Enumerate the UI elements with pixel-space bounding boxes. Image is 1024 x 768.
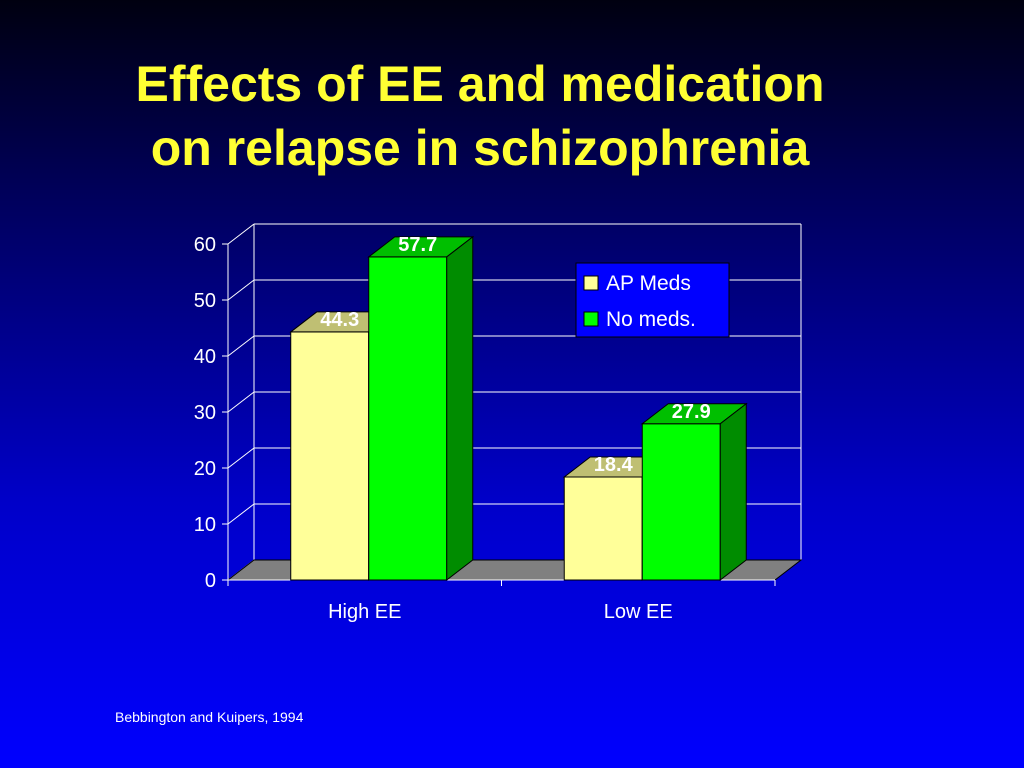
- x-tick-label: Low EE: [604, 601, 673, 623]
- x-tick-label: High EE: [328, 601, 401, 623]
- y-tick-label: 10: [194, 514, 216, 536]
- legend-label: No meds.: [606, 308, 696, 331]
- title-line-1: Effects of EE and medication: [135, 56, 825, 112]
- y-tick-label: 50: [194, 290, 216, 312]
- bar-front: [368, 256, 448, 581]
- data-label: 57.7: [398, 234, 437, 256]
- legend-box: [575, 262, 730, 338]
- side-gridline: [227, 447, 255, 469]
- bar-side: [719, 402, 747, 582]
- data-label: 27.9: [672, 401, 711, 423]
- side-gridline: [227, 279, 255, 301]
- side-gridline: [227, 223, 255, 245]
- side-gridline: [227, 335, 255, 357]
- data-label: 18.4: [594, 454, 634, 476]
- bar-front: [641, 423, 721, 581]
- y-tick-label: 60: [194, 234, 216, 256]
- slide-title: Effects of EE and medication on relapse …: [0, 52, 960, 180]
- y-tick-label: 0: [205, 570, 216, 592]
- legend-label: AP Meds: [606, 272, 691, 295]
- bar-side: [446, 235, 474, 582]
- data-label: 44.3: [320, 309, 359, 331]
- title-line-2: on relapse in schizophrenia: [150, 120, 810, 176]
- bar-front: [563, 476, 643, 581]
- legend-swatch: [583, 275, 599, 291]
- y-tick-label: 30: [194, 402, 216, 424]
- citation: Bebbington and Kuipers, 1994: [115, 709, 304, 725]
- side-gridline: [227, 391, 255, 413]
- bar-front: [290, 331, 370, 581]
- y-tick-label: 20: [194, 458, 216, 480]
- side-gridline: [227, 503, 255, 525]
- y-tick-label: 40: [194, 346, 216, 368]
- legend-swatch: [583, 311, 599, 327]
